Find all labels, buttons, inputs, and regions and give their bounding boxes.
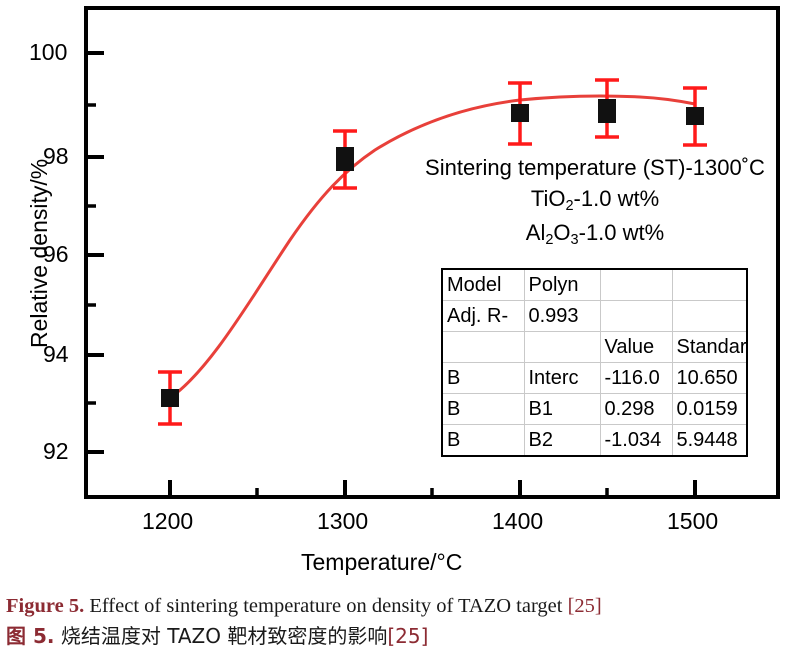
- y-axis-title: Relative density/%: [26, 158, 52, 348]
- al2o3-prefix: Al: [525, 219, 546, 245]
- stats-cell: B: [441, 362, 525, 394]
- stats-cell: Adj. R-: [441, 300, 525, 332]
- figure-caption: Figure 5. Effect of sintering temperatur…: [6, 592, 781, 651]
- stats-cell: [599, 268, 673, 301]
- stats-cell: B: [441, 424, 525, 457]
- stats-cell: [599, 300, 673, 332]
- x-tick-label-1500: 1500: [667, 508, 719, 534]
- stats-cell: [523, 331, 601, 363]
- table-row: B B1 0.298 0.0159: [441, 393, 748, 425]
- caption-reference-cn: [25]: [387, 623, 429, 648]
- annotation-line-al2o3: Al2O3-1.0 wt%: [415, 217, 775, 251]
- annotation-line-sintering-temperature: Sintering temperature (ST)-1300˚C: [425, 155, 765, 180]
- stats-cell: B: [441, 393, 525, 425]
- stats-cell: Value: [599, 331, 673, 363]
- stats-cell: 0.0159: [671, 393, 748, 425]
- stats-cell: 5.9448: [671, 424, 748, 457]
- caption-line-chinese: 图 5. 烧结温度对 TAZO 靶材致密度的影响[25]: [6, 622, 781, 651]
- al2o3-mid: O: [553, 219, 571, 245]
- y-axis-major-ticks: [86, 51, 104, 454]
- tio2-prefix: TiO: [530, 186, 566, 212]
- x-tick-label-1200: 1200: [142, 508, 194, 534]
- data-point-markers: [161, 99, 704, 407]
- stats-cell: Polyn: [523, 268, 601, 301]
- data-point-1400: [511, 104, 529, 122]
- y-tick-label-96: 96: [43, 241, 69, 267]
- y-tick-label-100: 100: [29, 39, 68, 65]
- al2o3-suffix: -1.0 wt%: [578, 219, 665, 245]
- x-tick-label-1300: 1300: [317, 508, 369, 534]
- stats-cell: [671, 268, 748, 301]
- stats-cell: 10.650: [671, 362, 748, 394]
- tio2-suffix: -1.0 wt%: [573, 186, 660, 212]
- caption-english-text: Effect of sintering temperature on densi…: [84, 595, 568, 617]
- stats-cell: 0.993: [523, 300, 601, 332]
- caption-reference-en: [25]: [567, 595, 602, 617]
- al2o3-subscript-1: 2: [545, 231, 554, 248]
- stats-cell: B1: [523, 393, 601, 425]
- caption-chinese-text: 烧结温度对 TAZO 靶材致密度的影响: [54, 623, 388, 648]
- stats-cell: Model: [441, 268, 525, 301]
- x-axis-minor-ticks: [255, 488, 609, 497]
- table-row: B B2 -1.034 5.9448: [441, 424, 748, 457]
- table-row: B Interc -116.0 10.650: [441, 362, 748, 394]
- y-axis-minor-ticks: [86, 103, 96, 405]
- data-point-1200: [161, 389, 179, 407]
- table-row: Adj. R- 0.993: [441, 300, 748, 332]
- fit-curve: [169, 94, 696, 400]
- stats-cell: B2: [523, 424, 601, 457]
- table-row: Value Standar: [441, 331, 748, 363]
- x-axis-title: Temperature/°C: [301, 549, 463, 575]
- x-tick-label-1400: 1400: [492, 508, 544, 534]
- stats-cell: [671, 300, 748, 332]
- y-tick-label-98: 98: [43, 143, 69, 169]
- x-axis-major-ticks: [168, 480, 697, 497]
- annotation-block: Sintering temperature (ST)-1300˚C TiO2-1…: [415, 152, 775, 251]
- stats-cell: [441, 331, 525, 363]
- data-point-1300-b: [336, 157, 354, 171]
- stats-cell: -116.0: [599, 362, 673, 394]
- fit-statistics-table: Model Polyn Adj. R- 0.993 Value Standar: [441, 268, 748, 457]
- annotation-line-tio2: TiO2-1.0 wt%: [415, 183, 775, 217]
- y-tick-label-92: 92: [43, 438, 69, 464]
- stats-cell: -1.034: [599, 424, 673, 457]
- stats-cell: Standar: [671, 331, 748, 363]
- al2o3-subscript-2: 3: [570, 231, 579, 248]
- caption-line-english: Figure 5. Effect of sintering temperatur…: [6, 592, 781, 622]
- y-tick-label-94: 94: [43, 341, 69, 367]
- plot-area: 100 98 96 94 92 1200 1300 1400 1500 Rela…: [26, 6, 780, 575]
- caption-figure-tag-cn: 图 5.: [6, 623, 55, 648]
- tio2-subscript: 2: [565, 198, 574, 215]
- table-row: Model Polyn: [441, 268, 748, 301]
- stats-cell: Interc: [523, 362, 601, 394]
- data-point-1450-b: [598, 109, 616, 123]
- stats-cell: 0.298: [599, 393, 673, 425]
- caption-figure-tag: Figure 5.: [6, 595, 85, 617]
- plot-canvas: [84, 6, 780, 499]
- data-point-1500: [686, 107, 704, 125]
